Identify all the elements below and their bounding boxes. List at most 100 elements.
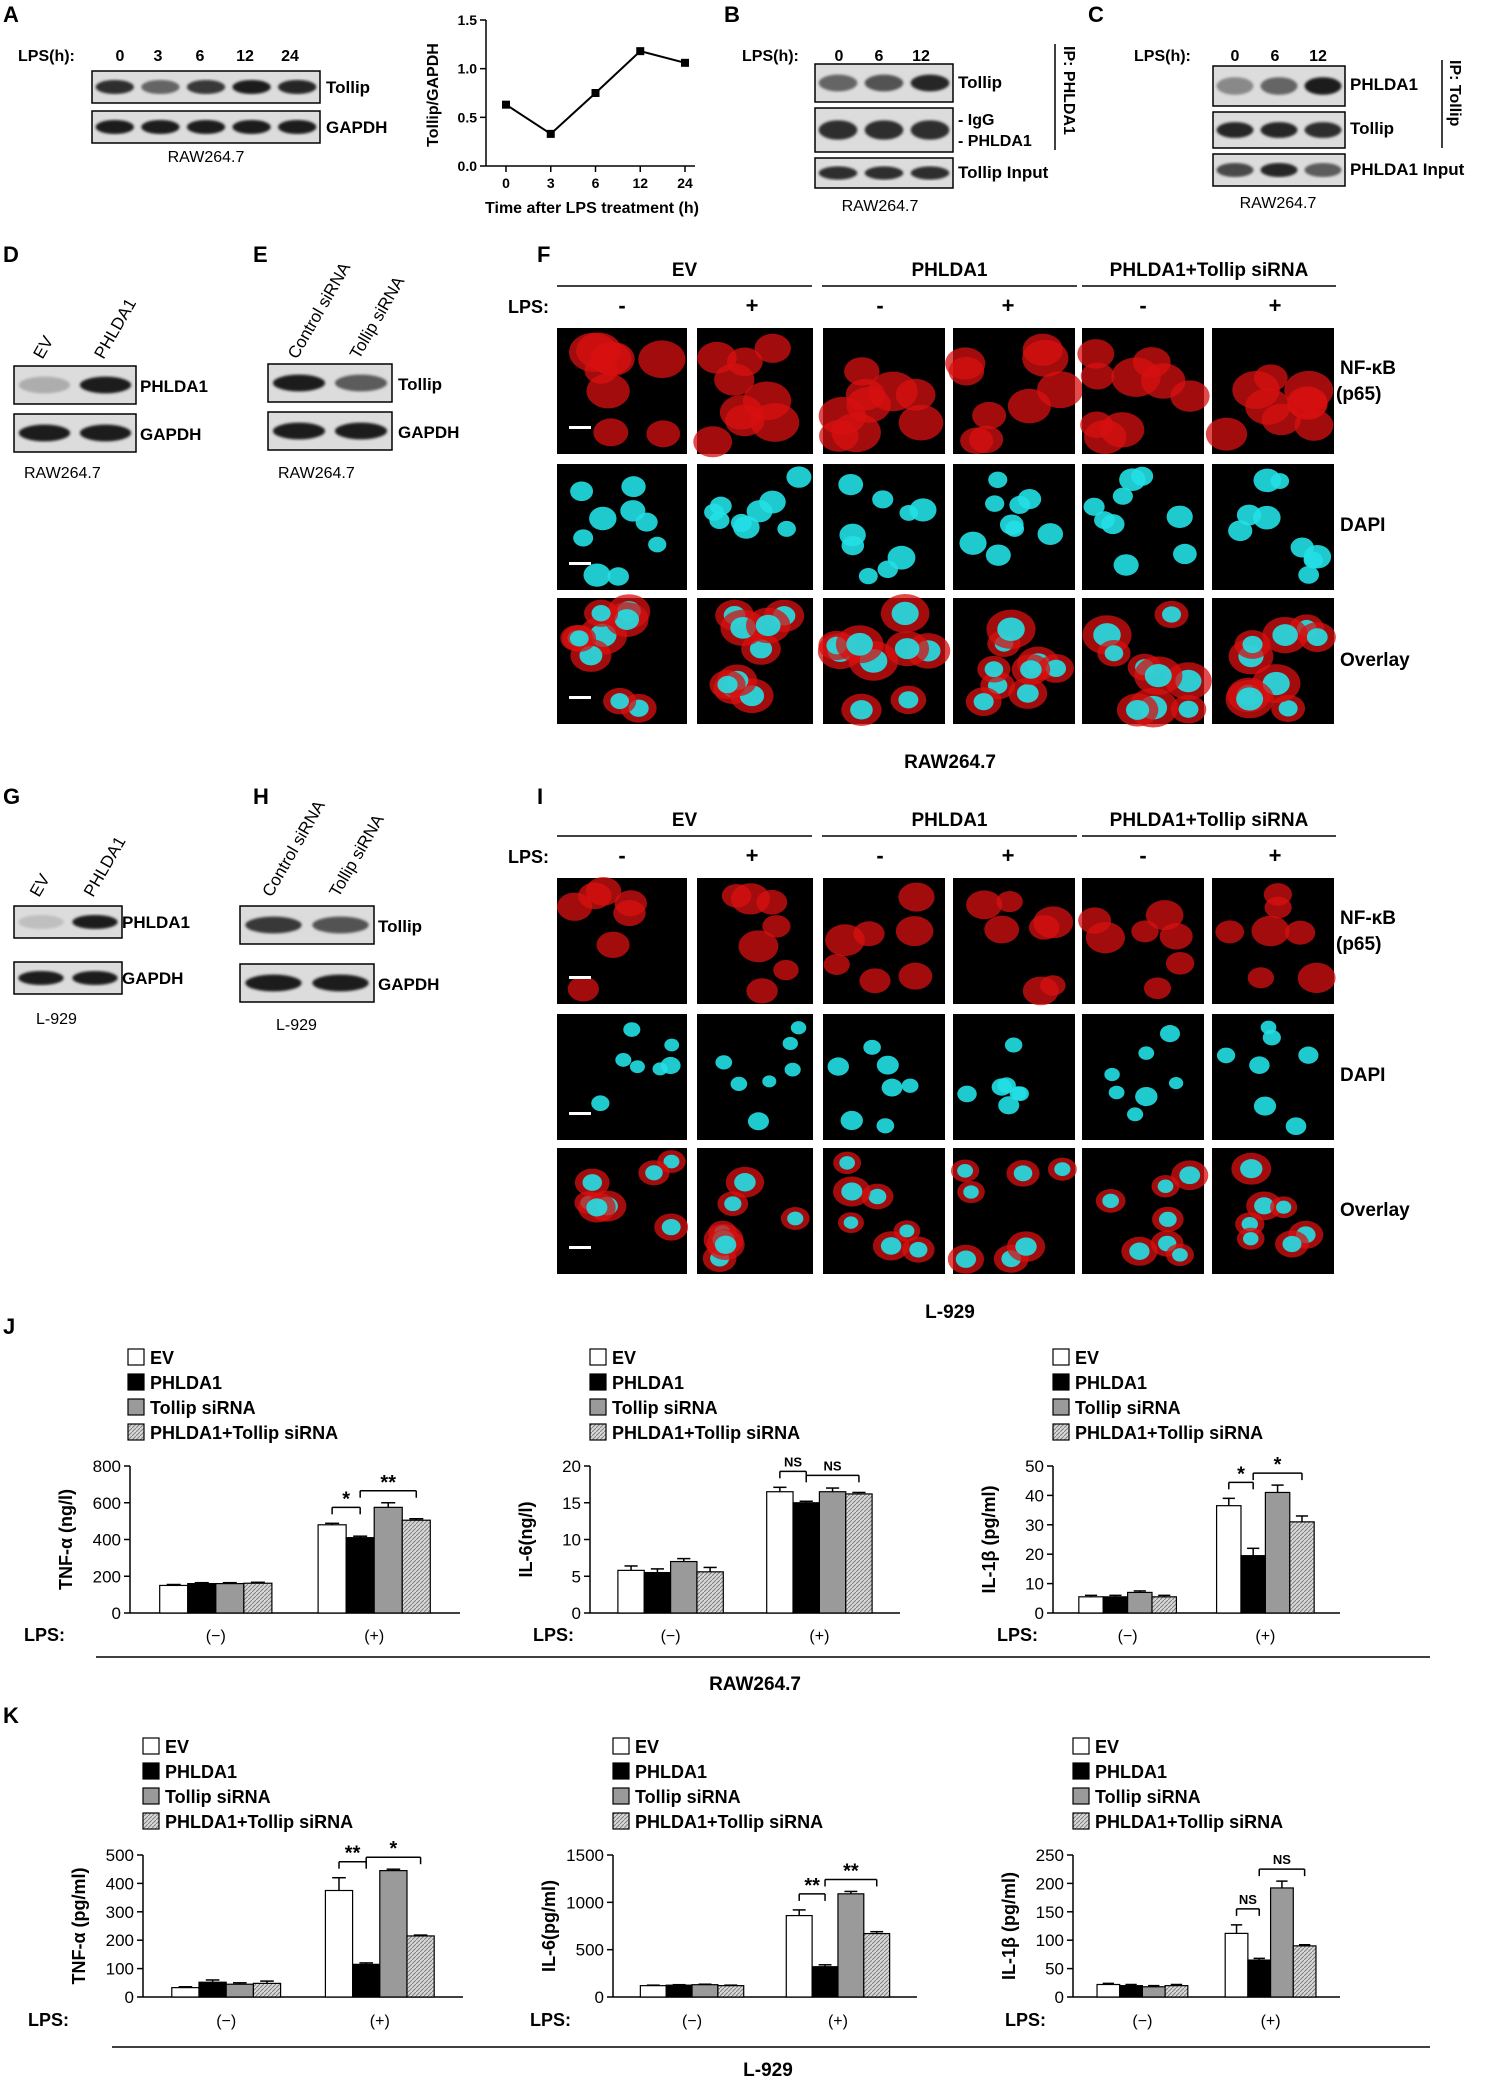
panel-letter-k: K (3, 1703, 19, 1728)
legend-entry: PHLDA1+Tollip siRNA (165, 1812, 353, 1832)
micrograph-image (818, 328, 945, 454)
nucleus-shape (777, 520, 796, 537)
y-tick-label: 500 (576, 1941, 604, 1960)
micrograph-image (557, 1148, 689, 1274)
nucleus-shape (1020, 660, 1042, 679)
nucleus-shape (1015, 1237, 1037, 1256)
cell-line-label: RAW264.7 (842, 198, 919, 215)
cell-shape (1040, 975, 1066, 996)
cell-shape (1037, 371, 1084, 409)
micrograph-image (823, 1148, 945, 1274)
bar (1224, 1932, 1249, 1998)
legend-entry: Tollip siRNA (635, 1787, 741, 1807)
nucleus-shape (784, 1062, 801, 1077)
lps-sign: - (1139, 843, 1146, 868)
blot-band (334, 374, 388, 392)
y-tick-label: 0 (1055, 1988, 1064, 2007)
micrograph-image (697, 878, 813, 1004)
y-tick-label: 150 (1036, 1903, 1064, 1922)
panel-letter-g: G (3, 784, 20, 809)
cell-shape (1078, 907, 1112, 934)
cell-shape (895, 916, 934, 947)
y-tick-label: 1000 (566, 1893, 604, 1912)
bar (252, 1982, 282, 1998)
nucleus-shape (623, 1022, 641, 1037)
cell-shape (726, 347, 763, 377)
nucleus-shape (610, 693, 629, 710)
lps-sign: + (1269, 843, 1282, 868)
cell-shape (1033, 906, 1074, 939)
blot-row-label: GAPDH (140, 425, 201, 444)
bar (243, 1582, 273, 1614)
nucleus-shape (607, 567, 629, 586)
cell-shape (853, 921, 885, 947)
nucleus-shape (1162, 606, 1182, 623)
micrograph-image (945, 328, 1084, 454)
nucleus-shape (843, 1216, 859, 1229)
legend-swatch (1072, 1737, 1090, 1755)
nucleus-shape (997, 1077, 1016, 1094)
nucleus-shape (664, 1038, 680, 1052)
nucleus-shape (1054, 1162, 1071, 1177)
y-axis-label: Tollip/GAPDH (425, 43, 442, 147)
lps-sign: + (746, 843, 759, 868)
blot-band (1304, 122, 1342, 138)
cell-shape (762, 915, 791, 938)
micrograph-image (953, 878, 1075, 1006)
nucleus-shape (827, 1057, 849, 1076)
y-tick-label: 400 (106, 1874, 134, 1893)
cell-shape (646, 420, 681, 448)
blot-band (18, 424, 71, 442)
group-label: PHLDA1 (911, 810, 987, 831)
micrograph-image (947, 1148, 1077, 1274)
panel-letter-a: A (3, 2, 19, 27)
x-tick-label: 12 (632, 175, 648, 191)
row-label: NF-κB (1340, 358, 1396, 379)
cell-shape (754, 333, 791, 363)
bar (818, 1491, 847, 1614)
cell-line-label: RAW264.7 (168, 149, 245, 166)
y-axis-label: IL-6(ng/l) (516, 1502, 536, 1578)
legend-entry: PHLDA1+Tollip siRNA (1075, 1423, 1263, 1443)
nucleus-shape (1228, 520, 1253, 542)
nucleus-shape (589, 506, 617, 531)
group-label: (+) (828, 2013, 848, 2030)
significance-label: * (390, 1838, 398, 1860)
group-label: (+) (1255, 1628, 1275, 1645)
legend-swatch (127, 1423, 145, 1441)
blot-band (95, 119, 134, 135)
y-tick-label: 0.5 (458, 109, 478, 125)
legend-entry: PHLDA1+Tollip siRNA (150, 1423, 338, 1443)
nucleus-shape (1112, 487, 1133, 505)
group-label: EV (672, 810, 698, 831)
cell-shape (578, 882, 612, 910)
lps-sign: - (618, 843, 625, 868)
cell-shape (1284, 370, 1334, 411)
legend-entry: PHLDA1 (612, 1373, 684, 1393)
cell-shape (818, 396, 867, 435)
nucleus-shape (957, 1085, 977, 1103)
blot-band (245, 916, 302, 934)
blot-band (278, 119, 317, 135)
y-tick-label: 40 (1025, 1486, 1044, 1505)
micrograph-bg (1082, 1014, 1204, 1140)
bar (1119, 1985, 1144, 1998)
blot-row-label: PHLDA1 Input (1350, 160, 1465, 179)
cell-shape (750, 403, 800, 442)
nucleus-shape (1101, 514, 1125, 535)
significance-label: ** (804, 1875, 820, 1897)
cell-shape (1165, 951, 1195, 975)
bar (1102, 1596, 1129, 1614)
y-axis-label: TNF-α (ng/l) (56, 1489, 76, 1590)
nucleus-shape (1138, 1046, 1155, 1060)
micrograph-image (1082, 464, 1204, 590)
blot-band (18, 914, 64, 930)
micrograph-image (1082, 598, 1212, 728)
nucleus-shape (648, 536, 667, 553)
blot-e-row-bands (272, 422, 388, 440)
lps-label: LPS: (508, 847, 549, 867)
lps-label: LPS(h): (742, 48, 799, 65)
bar (379, 1870, 408, 1998)
micrograph-panel-i: EV PHLDA1 PHLDA1+Tollip siRNA LPS: - + - + - + NF-… (508, 810, 1410, 1323)
nucleus-shape (1216, 1047, 1236, 1064)
